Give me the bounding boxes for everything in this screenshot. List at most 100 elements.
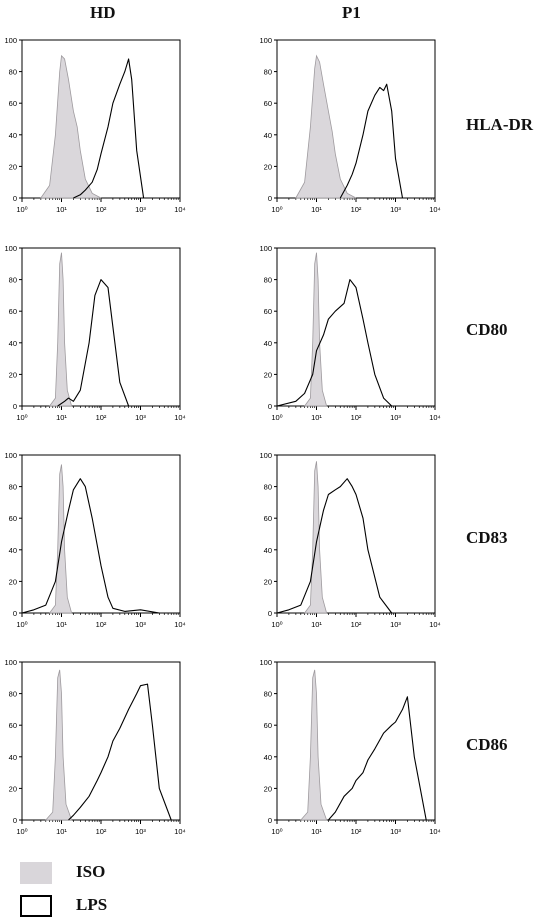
p1-cd83-ytick-label: 60 [264, 514, 272, 523]
hd-cd83-xtick-label: 10⁴ [174, 620, 186, 629]
hd-cd83-ytick-label: 0 [13, 609, 17, 618]
hd-cd80-xtick-label: 10⁴ [174, 413, 186, 422]
p1-hla-dr-series-lps [339, 83, 404, 199]
row-label-hla-dr: HLA-DR [466, 115, 534, 134]
hd-cd86-xtick-label: 10² [96, 827, 107, 836]
row-label-cd80: CD80 [466, 320, 508, 339]
hd-cd83-ytick-label: 100 [4, 451, 17, 460]
p1-cd80-ytick-label: 80 [264, 276, 272, 285]
p1-hla-dr-ytick-label: 100 [259, 36, 272, 45]
hd-cd86-xtick-label: 10⁰ [16, 827, 27, 836]
p1-cd80-xtick-label: 10⁰ [271, 413, 282, 422]
hd-cd83-xtick-label: 10² [96, 620, 107, 629]
p1-cd80-plot-frame [276, 247, 436, 407]
hd-cd86-series-iso [44, 669, 73, 821]
p1-hla-dr-xtick-label: 10² [351, 205, 362, 214]
p1-cd86-ytick-label: 20 [264, 784, 272, 793]
p1-cd80-series-iso [303, 252, 328, 407]
hd-cd83-ytick-label: 20 [9, 577, 17, 586]
hd-cd80-ytick-label: 0 [13, 402, 17, 411]
p1-cd86-ytick-label: 60 [264, 721, 272, 730]
hd-cd80-xtick-label: 10² [96, 413, 107, 422]
p1-cd80-ytick-label: 100 [259, 244, 272, 253]
p1-cd80-xtick-label: 10¹ [311, 413, 322, 422]
hd-cd83-plot-frame [21, 454, 181, 614]
p1-cd80-ytick-label: 40 [264, 339, 272, 348]
hd-cd80-ytick-label: 80 [9, 276, 17, 285]
hd-cd86-xtick-label: 10¹ [56, 827, 67, 836]
hd-hla-dr-ytick-label: 100 [4, 36, 17, 45]
p1-cd86-xtick-label: 10² [351, 827, 362, 836]
hd-cd86-xtick-label: 10³ [135, 827, 146, 836]
p1-cd86-xtick-label: 10¹ [311, 827, 322, 836]
p1-hla-dr-xtick-label: 10⁰ [271, 205, 282, 214]
p1-cd86-ytick-label: 40 [264, 753, 272, 762]
hd-cd80-ytick-label: 20 [9, 370, 17, 379]
hd-cd80-plot-frame [21, 247, 181, 407]
p1-cd86-xtick-label: 10⁰ [271, 827, 282, 836]
p1-cd86-xtick-label: 10³ [390, 827, 401, 836]
hd-cd86-ytick-label: 80 [9, 690, 17, 699]
hd-hla-dr-ytick-label: 60 [9, 99, 17, 108]
hd-cd80-ytick-label: 100 [4, 244, 17, 253]
legend-iso-swatch [20, 862, 52, 884]
hd-hla-dr-xtick-label: 10⁰ [16, 205, 27, 214]
p1-cd80-xtick-label: 10³ [390, 413, 401, 422]
p1-cd86-ytick-label: 0 [268, 816, 272, 825]
p1-cd86-plot-frame [276, 661, 436, 821]
column-header-hd: HD [90, 3, 116, 22]
column-header-p1: P1 [342, 3, 361, 22]
hd-hla-dr-series-lps [73, 58, 145, 199]
p1-hla-dr-xtick-label: 10¹ [311, 205, 322, 214]
p1-cd83-series-lps [276, 478, 393, 614]
hd-hla-dr-xtick-label: 10¹ [56, 205, 67, 214]
hd-cd86-series-lps [68, 683, 172, 821]
hd-cd83-ytick-label: 40 [9, 546, 17, 555]
p1-hla-dr-xtick-label: 10⁴ [429, 205, 441, 214]
hd-hla-dr-ytick-label: 80 [9, 68, 17, 77]
p1-hla-dr-ytick-label: 20 [264, 162, 272, 171]
p1-cd83-ytick-label: 0 [268, 609, 272, 618]
hd-cd80-ytick-label: 60 [9, 307, 17, 316]
p1-hla-dr-ytick-label: 0 [268, 194, 272, 203]
hd-hla-dr-ytick-label: 40 [9, 131, 17, 140]
hd-cd83-xtick-label: 10⁰ [16, 620, 27, 629]
hd-cd83-series-iso [48, 464, 73, 614]
p1-hla-dr-ytick-label: 60 [264, 99, 272, 108]
hd-cd80-ytick-label: 40 [9, 339, 17, 348]
p1-cd80-series-lps [276, 279, 393, 407]
hd-hla-dr-xtick-label: 10² [96, 205, 107, 214]
p1-cd83-series-iso [303, 461, 328, 614]
p1-cd86-ytick-label: 100 [259, 658, 272, 667]
p1-hla-dr-ytick-label: 40 [264, 131, 272, 140]
p1-cd86-series-lps [327, 696, 427, 821]
legend-lps-swatch [20, 895, 52, 917]
hd-hla-dr-xtick-label: 10³ [135, 205, 146, 214]
p1-cd80-ytick-label: 60 [264, 307, 272, 316]
hd-cd80-series-lps [57, 279, 130, 407]
hd-cd86-ytick-label: 100 [4, 658, 17, 667]
hd-cd80-xtick-label: 10⁰ [16, 413, 27, 422]
p1-hla-dr-xtick-label: 10³ [390, 205, 401, 214]
hd-cd83-ytick-label: 80 [9, 483, 17, 492]
p1-cd80-ytick-label: 20 [264, 370, 272, 379]
row-label-cd83: CD83 [466, 528, 508, 547]
p1-cd83-xtick-label: 10¹ [311, 620, 322, 629]
p1-hla-dr-ytick-label: 80 [264, 68, 272, 77]
p1-hla-dr-plot-frame [276, 39, 436, 199]
p1-cd80-xtick-label: 10⁴ [429, 413, 441, 422]
hd-hla-dr-series-iso [40, 54, 102, 199]
hd-cd86-ytick-label: 40 [9, 753, 17, 762]
hd-cd83-xtick-label: 10¹ [56, 620, 67, 629]
hd-cd86-ytick-label: 20 [9, 784, 17, 793]
p1-cd86-series-iso [299, 669, 328, 821]
p1-cd83-xtick-label: 10² [351, 620, 362, 629]
hd-cd86-ytick-label: 60 [9, 721, 17, 730]
p1-cd83-xtick-label: 10⁰ [271, 620, 282, 629]
hd-cd83-ytick-label: 60 [9, 514, 17, 523]
row-label-cd86: CD86 [466, 735, 508, 754]
hd-cd80-xtick-label: 10¹ [56, 413, 67, 422]
hd-hla-dr-xtick-label: 10⁴ [174, 205, 186, 214]
hd-cd86-ytick-label: 0 [13, 816, 17, 825]
